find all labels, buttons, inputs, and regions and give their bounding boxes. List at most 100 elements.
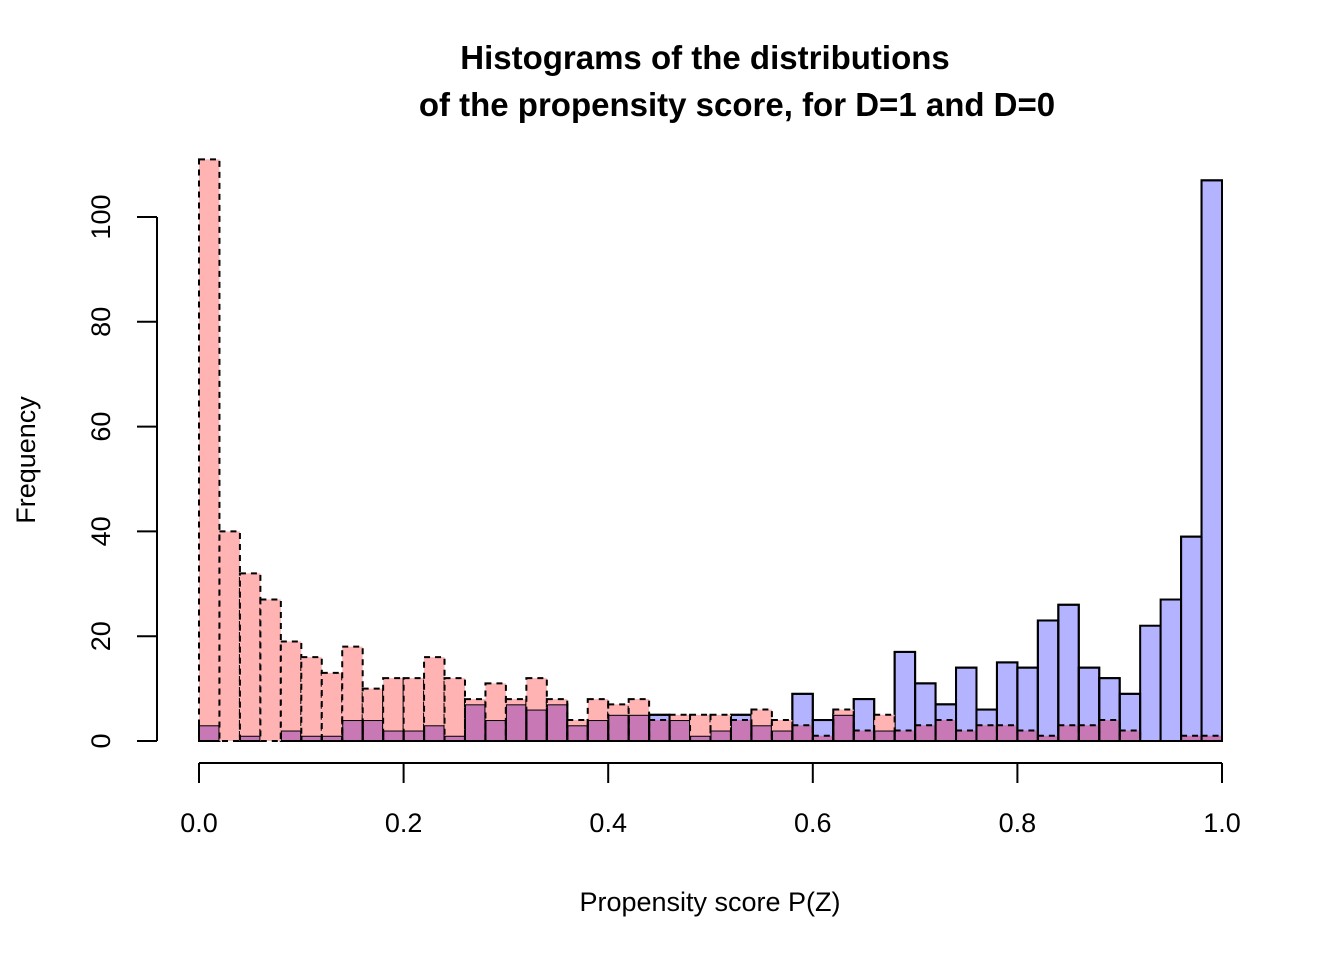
bar-d0-outline <box>423 656 446 742</box>
bar-d0-outline <box>402 677 426 742</box>
bar-overlap <box>280 730 302 741</box>
series-d0-bars <box>198 158 1224 743</box>
bar-overlap <box>956 730 977 741</box>
bar-d0-outline <box>873 713 896 742</box>
bar-overlap <box>771 730 793 741</box>
bar-d0-outline <box>852 729 876 743</box>
bar-overlap <box>301 735 322 741</box>
bar-d0-fill <box>280 641 302 731</box>
chart-title-line-1: Histograms of the distributions <box>460 39 950 76</box>
bar-d0-outline <box>811 734 835 743</box>
bar-overlap <box>587 720 609 741</box>
bar-d1-outline <box>955 666 978 743</box>
x-tick-label: 0.2 <box>385 808 423 838</box>
y-tick-label: 0 <box>86 733 116 748</box>
bar-overlap <box>628 714 650 741</box>
bar-d0-fill <box>505 699 527 705</box>
bar-d1 <box>1200 179 1224 742</box>
bar-d0-outline <box>832 708 855 742</box>
bar-d0-fill <box>526 678 547 710</box>
bar-d0-fill <box>833 709 854 715</box>
bar-overlap <box>1037 735 1059 741</box>
bar-overlap <box>362 720 384 741</box>
bar-d0-outline <box>791 724 814 743</box>
bar-overlap <box>894 730 916 741</box>
bar-d0-fill <box>710 714 731 731</box>
series-overlap-bars <box>198 179 1224 743</box>
bar-d1 <box>1036 619 1060 742</box>
y-tick-label: 100 <box>86 194 116 239</box>
x-tick-label: 1.0 <box>1203 808 1241 838</box>
bar-overlap <box>608 714 629 741</box>
bar-d0-outline <box>545 698 569 743</box>
bar-overlap <box>424 725 445 741</box>
bar-d0-outline <box>1118 729 1142 743</box>
bar-d0-outline <box>300 656 323 742</box>
bar-overlap <box>812 735 834 741</box>
bar-d0-outline <box>995 724 1019 743</box>
bar-d0-fill <box>260 599 281 741</box>
bar-d0-fill <box>690 714 711 736</box>
bar-overlap <box>1119 730 1141 741</box>
bar-d0-fill <box>567 720 588 726</box>
bar-d0-outline <box>1057 724 1080 743</box>
y-tick-label: 40 <box>86 516 116 546</box>
bar-overlap <box>853 730 875 741</box>
bar-overlap <box>915 725 936 741</box>
bar-d0-fill <box>239 573 261 736</box>
bar-d0-outline <box>975 724 998 743</box>
bar-d1 <box>1180 535 1203 743</box>
x-axis-label: Propensity score P(Z) <box>579 887 840 917</box>
bar-overlap <box>342 720 363 741</box>
bar-overlap <box>690 735 711 741</box>
bar-d0-outline <box>198 158 221 743</box>
bar-d0-fill <box>587 699 609 721</box>
bar-d0-fill <box>751 709 772 726</box>
bar-d0-fill <box>444 678 465 736</box>
bar-overlap <box>996 725 1018 741</box>
bar-d0-outline <box>627 698 651 743</box>
bar-d0-outline <box>709 713 732 742</box>
x-tick-label: 0.4 <box>589 808 627 838</box>
chart-title-line-2: of the propensity score, for D=1 and D=0 <box>419 86 1055 123</box>
bar-overlap <box>444 735 465 741</box>
bar-overlap <box>567 725 588 741</box>
y-tick-label: 80 <box>86 307 116 337</box>
bar-overlap <box>1058 725 1079 741</box>
bar-overlap <box>546 704 568 741</box>
x-tick-label: 0.6 <box>794 808 832 838</box>
bar-overlap <box>1078 725 1100 741</box>
bar-d0-outline <box>586 698 610 743</box>
bar-overlap <box>485 720 506 741</box>
bar-d0-outline <box>1077 724 1101 743</box>
bar-d0-outline <box>382 677 405 742</box>
bar-overlap <box>730 720 752 741</box>
bar-d0-fill <box>628 699 650 715</box>
x-tick-label: 0.8 <box>999 808 1037 838</box>
bar-d0-fill <box>383 678 404 731</box>
bar-d0-outline <box>893 729 917 743</box>
x-tick-label: 0.0 <box>180 808 218 838</box>
bar-d0-fill <box>546 699 568 705</box>
bar-d0-fill <box>321 672 343 736</box>
bar-overlap <box>383 730 404 741</box>
bar-overlap <box>935 720 957 741</box>
y-axis-label: Frequency <box>11 396 41 524</box>
bar-overlap <box>792 725 813 741</box>
bar-d0-fill <box>199 159 220 726</box>
bar-overlap <box>751 725 772 741</box>
bar-overlap <box>239 735 261 741</box>
bar-d1 <box>893 650 917 742</box>
bar-d0-outline <box>1200 734 1224 743</box>
bar-d1 <box>1057 603 1080 743</box>
bar-d0-fill <box>424 657 445 726</box>
y-tick-label: 20 <box>86 621 116 651</box>
bar-overlap <box>464 704 486 741</box>
x-axis: 0.0 0.2 0.4 0.6 0.8 1.0 <box>180 762 1241 838</box>
bar-d0-outline <box>955 729 978 743</box>
bar-overlap <box>1201 735 1222 741</box>
bar-d0-outline <box>443 677 466 742</box>
bar-d0-fill <box>485 683 506 721</box>
bar-overlap <box>649 720 670 741</box>
